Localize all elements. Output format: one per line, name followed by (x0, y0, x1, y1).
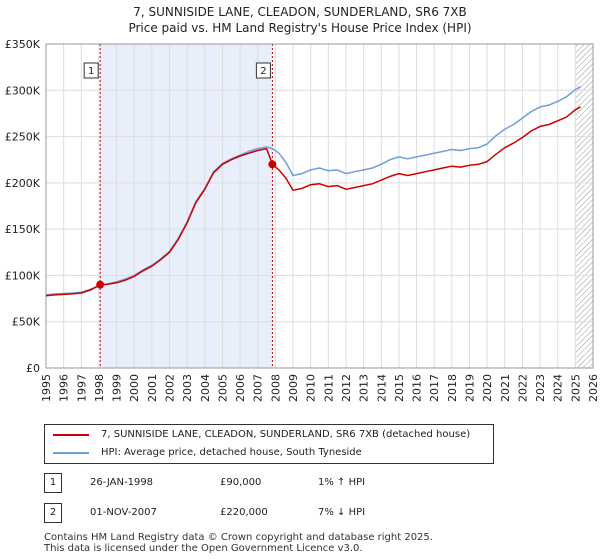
x-tick-label: 2016 (411, 374, 424, 402)
x-tick-label: 2012 (340, 374, 353, 402)
x-tick-label: 1995 (40, 374, 53, 402)
sale-point-marker (268, 160, 277, 169)
x-tick-label: 2004 (199, 374, 212, 402)
x-tick-label: 2018 (446, 374, 459, 402)
sale-badge: 2 (44, 503, 62, 523)
y-tick-label: £250K (5, 131, 41, 144)
legend-swatch-property (53, 434, 89, 436)
price-chart: £0 £50K £100K £150K £200K £250K £300K £350K 1995… (5, 38, 600, 402)
legend-swatch-hpi (53, 452, 89, 454)
sale-price: £90,000 (220, 477, 262, 488)
sale-point-marker (96, 280, 105, 289)
ownership-shade (100, 44, 273, 368)
y-tick-label: £200K (5, 177, 41, 190)
footer: Contains HM Land Registry data © Crown c… (44, 532, 594, 554)
sale-label-box (83, 62, 99, 79)
x-tick-label: 1999 (111, 374, 124, 402)
y-tick-label: £350K (5, 38, 41, 51)
x-tick-label: 1998 (93, 374, 106, 402)
x-tick-label: 1997 (75, 374, 88, 402)
x-tick-label: 2015 (393, 374, 406, 402)
property-series-line (45, 106, 581, 297)
x-tick-label: 2013 (358, 374, 371, 402)
y-tick-label: £0 (26, 362, 40, 375)
x-tick-label: 2019 (463, 374, 476, 402)
chart-subtitle: Price paid vs. HM Land Registry's House … (128, 21, 472, 35)
x-tick-label: 2022 (516, 374, 529, 402)
x-tick-label: 1996 (58, 374, 71, 402)
sale-label-box (255, 62, 271, 79)
legend: 7, SUNNISIDE LANE, CLEADON, SUNDERLAND, … (44, 424, 494, 464)
x-tick-label: 2023 (534, 374, 547, 402)
x-tick-label: 2005 (216, 374, 229, 402)
forecast-hatch (575, 44, 593, 368)
sale-date: 26-JAN-1998 (90, 477, 154, 488)
x-tick-label: 2026 (587, 374, 600, 402)
x-tick-label: 2017 (428, 374, 441, 402)
x-tick-label: 2021 (499, 374, 512, 402)
x-tick-label: 2009 (287, 374, 300, 402)
sale-label-text: 2 (260, 66, 266, 77)
x-tick-label: 2010 (305, 374, 318, 402)
x-tick-label: 2014 (375, 374, 388, 402)
sale-badge: 1 (44, 473, 62, 493)
chart-title: 7, SUNNISIDE LANE, CLEADON, SUNDERLAND, … (133, 5, 467, 19)
plot-frame (45, 43, 594, 369)
x-tick-label: 2007 (252, 374, 265, 402)
footer-licence: This data is licensed under the Open Gov… (44, 543, 363, 554)
y-tick-label: £100K (5, 269, 41, 282)
sale-label-text: 1 (88, 66, 94, 77)
footer-copyright: Contains HM Land Registry data © Crown c… (44, 532, 433, 543)
sale-price: £220,000 (220, 507, 268, 518)
x-tick-label: 2025 (569, 374, 582, 402)
x-tick-label: 2002 (164, 374, 177, 402)
x-tick-label: 2008 (269, 374, 282, 402)
legend-label-hpi: HPI: Average price, detached house, Sout… (101, 447, 362, 458)
x-tick-label: 2020 (481, 374, 494, 402)
x-tick-label: 2003 (181, 374, 194, 402)
y-tick-label: £300K (5, 84, 41, 97)
y-tick-label: £150K (5, 223, 41, 236)
sale-hpi-diff: 1% ↑ HPI (318, 477, 366, 488)
x-tick-label: 2001 (146, 374, 159, 402)
sale-date: 01-NOV-2007 (90, 507, 157, 518)
sale-hpi-diff: 7% ↓ HPI (318, 507, 366, 518)
x-tick-label: 2000 (128, 374, 141, 402)
x-tick-label: 2006 (234, 374, 247, 402)
y-tick-label: £50K (12, 316, 41, 329)
hpi-series-line (45, 85, 581, 296)
legend-label-property: 7, SUNNISIDE LANE, CLEADON, SUNDERLAND, … (101, 429, 471, 440)
x-tick-label: 2011 (322, 374, 335, 402)
x-tick-label: 2024 (552, 374, 565, 402)
